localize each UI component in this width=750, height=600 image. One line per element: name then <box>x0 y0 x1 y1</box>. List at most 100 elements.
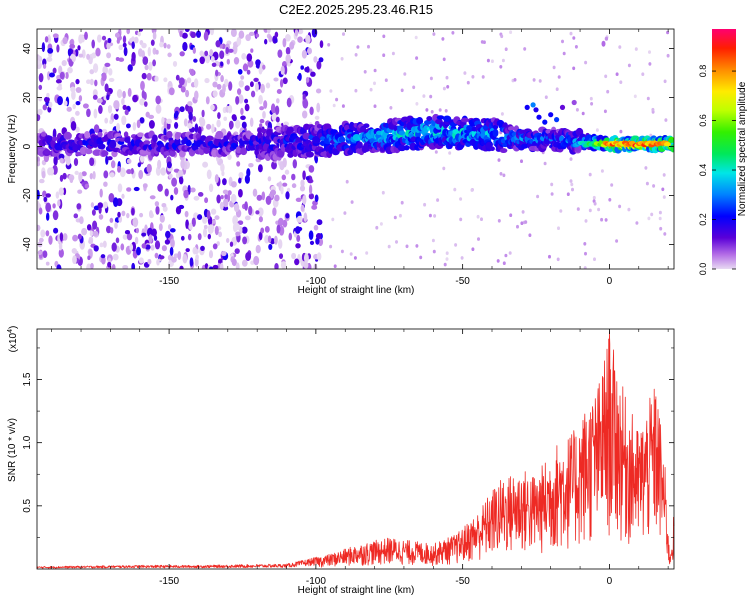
spectrogram-cell <box>185 140 192 147</box>
spectrogram-cell <box>593 257 596 262</box>
spectrogram-cell <box>571 99 577 106</box>
spectrogram-cell <box>246 168 251 178</box>
spectrogram-cell <box>536 114 542 120</box>
spectrogram-cell <box>46 71 51 81</box>
spectrogram-cell <box>86 108 91 118</box>
spectrogram-cell <box>244 98 249 104</box>
spectrogram-cell <box>71 90 76 100</box>
spectrogram-cell <box>58 153 65 160</box>
spectrogram-cell <box>220 194 224 200</box>
spectrogram-cell <box>158 223 163 231</box>
spectrogram-cell <box>285 213 290 219</box>
spectrogram-cell <box>400 88 404 93</box>
spectrogram-cell <box>106 52 112 59</box>
spectrogram-cell <box>316 123 323 129</box>
spectrogram-cell <box>206 210 211 220</box>
spectrogram-cell <box>255 33 260 38</box>
spectrogram-cell <box>37 224 41 232</box>
spectrogram-cell <box>168 173 173 179</box>
spectrogram-cell <box>414 35 418 40</box>
spectrogram-cell <box>161 245 167 252</box>
spectrogram-cell <box>304 66 310 73</box>
spectrogram-cell <box>99 188 103 198</box>
spectrogram-cell <box>278 253 284 259</box>
spectrogram-cell <box>156 258 160 266</box>
spectrogram-cell <box>257 164 263 173</box>
spectrogram-cell <box>173 187 179 195</box>
spectrogram-cell <box>48 235 53 245</box>
spectrogram-cell <box>524 220 528 224</box>
spectrogram-cell <box>532 78 536 82</box>
spectrogram-cell <box>589 96 593 101</box>
spectrogram-cell <box>89 78 94 86</box>
spectrogram-cell <box>422 94 426 98</box>
spectrogram-cell <box>250 48 254 53</box>
spectrogram-cell <box>615 239 619 243</box>
spectrogram-cell <box>569 31 573 36</box>
spectrogram-cell <box>423 120 432 125</box>
spectrogram-cell <box>266 29 271 34</box>
spectrogram-cell <box>150 244 155 251</box>
spectrogram-cell <box>499 65 503 69</box>
spectrogram-cell <box>297 29 304 35</box>
spectrogram-cell <box>227 190 232 196</box>
spectrogram-cell <box>647 216 651 221</box>
spectrogram-cell <box>561 39 564 44</box>
spectrogram-cell <box>56 264 62 269</box>
spectrogram-cell <box>75 110 80 116</box>
spectrogram-cell <box>202 215 208 224</box>
spectrogram-cell <box>40 131 47 137</box>
spectrogram-cell <box>122 90 126 99</box>
spectrogram-cell <box>122 104 127 111</box>
spectrogram-cell <box>286 187 291 193</box>
spectrogram-cell <box>135 227 140 234</box>
spectrogram-cell <box>209 29 215 36</box>
spectrogram-cell <box>148 210 154 218</box>
spectrogram-cell <box>228 81 233 91</box>
spectrogram-cell <box>550 192 554 196</box>
spectrogram-cell <box>576 207 580 211</box>
spectrogram-cell <box>106 94 110 101</box>
spectrogram-cell <box>574 45 578 49</box>
spectrogram-cell <box>103 201 108 209</box>
spectrogram-cell <box>282 219 288 228</box>
spectrogram-cell <box>241 226 248 234</box>
snr-x-label: Height of straight line (km) <box>298 585 415 596</box>
spectrogram-cell <box>658 210 662 215</box>
spectrogram-cell <box>187 233 192 241</box>
spectrogram-cell <box>248 31 255 37</box>
spectrogram-cell <box>319 40 324 48</box>
spectrogram-cell <box>635 221 639 225</box>
spectrogram-cell <box>379 222 383 226</box>
spectrogram-cell <box>393 215 397 220</box>
spectrogram-cell <box>260 227 265 234</box>
spectrogram-cell <box>295 226 301 234</box>
spectrogram-cell <box>90 262 94 269</box>
spectrogram-cell <box>480 217 483 221</box>
spectrogram-cell <box>88 239 94 245</box>
spectrogram-cell <box>159 41 164 48</box>
spectrogram-cell <box>281 174 287 181</box>
spectrogram-cell <box>226 58 230 65</box>
spectrogram-cell <box>166 118 172 125</box>
spectrogram-cell <box>476 214 480 219</box>
spectrogram-cell <box>426 116 433 122</box>
spectrogram-cell <box>363 70 367 74</box>
spectrogram-cell <box>237 188 243 198</box>
spectrogram-cell <box>482 40 486 44</box>
spectrogram-cell <box>184 29 190 33</box>
spectrogram-cell <box>172 60 178 67</box>
colorbar-tick-label: 0.0 <box>698 263 708 276</box>
spectrogram-cell <box>303 253 309 263</box>
spectrogram-cell <box>143 140 151 145</box>
spectrogram-cell <box>453 187 457 192</box>
spectrogram-cell <box>294 258 300 266</box>
x-tick-label: -100 <box>306 276 326 287</box>
spectrogram-cell <box>282 157 287 168</box>
spectrogram-cell <box>261 191 266 201</box>
spectrogram-cell <box>113 197 119 208</box>
spectrogram-cell <box>363 142 370 150</box>
x-tick-label: 0 <box>607 276 613 287</box>
spectrogram-cell <box>471 75 475 79</box>
spectrogram-cell <box>91 39 95 49</box>
